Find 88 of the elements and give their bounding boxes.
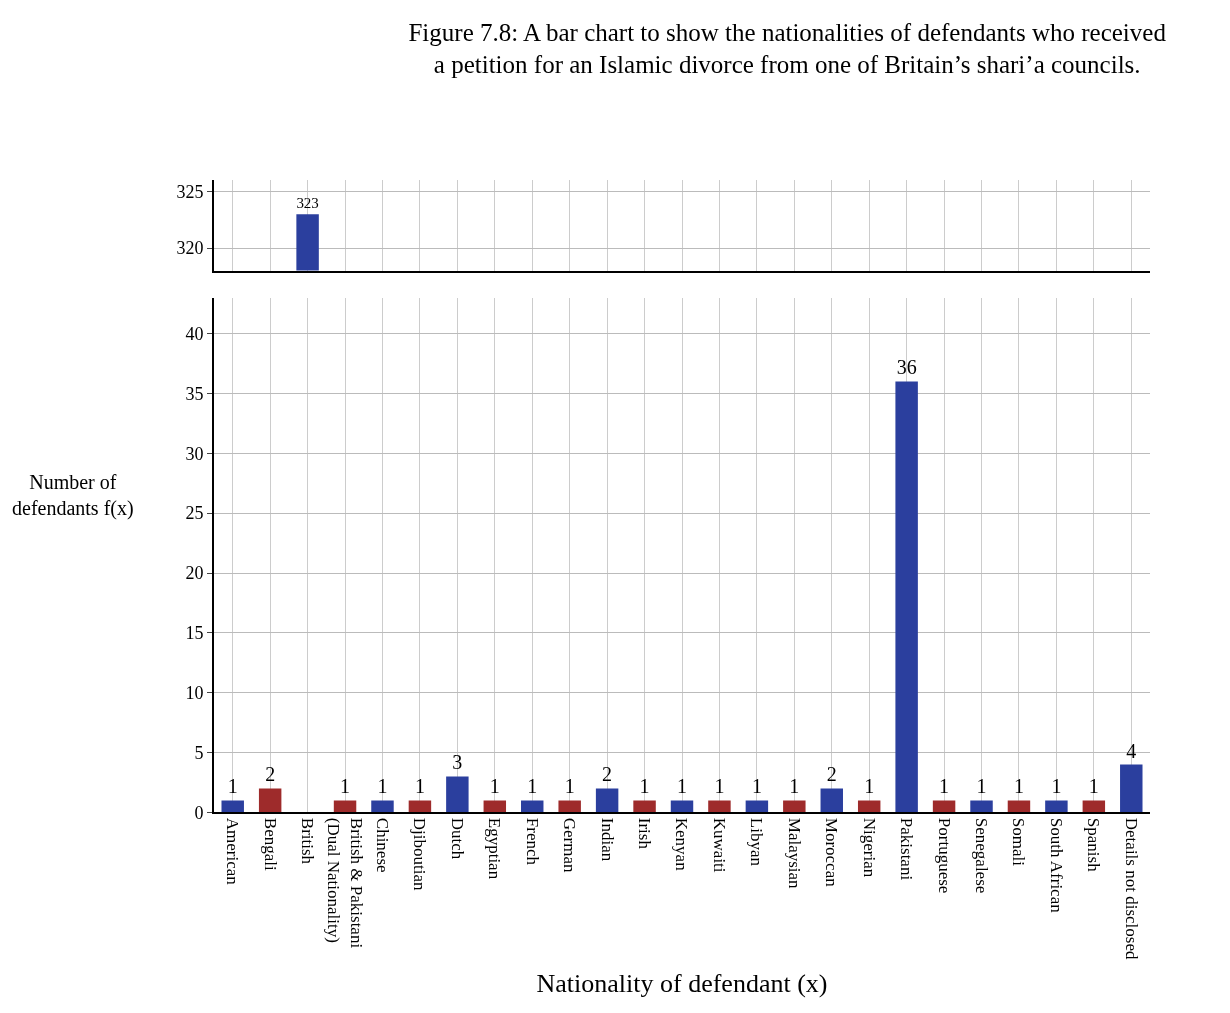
data-label: 2 <box>265 763 276 786</box>
x-tick-label: British & Pakistani (Dual Nationality) <box>324 817 366 949</box>
bar <box>670 800 694 813</box>
data-label: 1 <box>377 775 388 798</box>
bar <box>970 800 993 813</box>
x-tick-label: American <box>223 817 243 886</box>
y-tick-label: 25 <box>185 503 204 524</box>
x-tick-label: Dutch <box>447 817 467 860</box>
data-label: 1 <box>1051 775 1062 798</box>
x-tick-label: French <box>522 817 542 866</box>
data-label: 323 <box>296 195 319 212</box>
data-label: 1 <box>677 775 687 798</box>
bar <box>258 788 282 813</box>
bar <box>783 800 806 813</box>
data-label: 1 <box>340 775 351 798</box>
data-label: 36 <box>896 356 917 379</box>
data-label: 1 <box>976 775 987 798</box>
chart-title: Figure 7.8: A bar chart to show the nationalities of defendants who received a petition for an Islamic divorce from one of Britain’s shari’a councils. <box>408 18 1167 79</box>
data-label: 1 <box>751 775 762 798</box>
x-tick-label: Kenyan <box>672 817 692 872</box>
bar <box>820 788 843 813</box>
data-label: 1 <box>639 775 650 798</box>
bar <box>333 800 357 813</box>
y-tick-label: 30 <box>185 443 204 464</box>
y-tick-label: 20 <box>185 563 204 584</box>
x-tick-label: Kuwaiti <box>709 817 729 873</box>
bar <box>932 800 956 813</box>
bar <box>1082 800 1106 813</box>
x-tick-label: Details not disclosed <box>1121 817 1141 960</box>
bar <box>633 800 656 813</box>
data-label: 1 <box>489 775 500 798</box>
x-tick-label: Nigerian <box>859 817 879 878</box>
bar <box>1045 800 1068 813</box>
bar <box>483 800 507 813</box>
data-label: 1 <box>789 775 800 798</box>
x-tick-label: Somali <box>1009 817 1029 867</box>
bar <box>1120 764 1143 813</box>
y-tick-label: 320 <box>176 238 204 259</box>
bar <box>857 800 881 813</box>
data-label: 1 <box>227 775 238 798</box>
bar <box>745 800 769 813</box>
bar <box>408 800 432 813</box>
x-tick-label: Chinese <box>372 817 392 873</box>
bar <box>558 800 581 813</box>
data-label: 1 <box>1088 775 1099 798</box>
x-tick-label: German <box>560 817 580 874</box>
data-label: 1 <box>414 775 425 798</box>
bar <box>221 800 244 813</box>
bar <box>595 788 619 813</box>
x-tick-label: Pakistani <box>897 817 917 881</box>
bar <box>708 800 731 813</box>
y-tick-label: 10 <box>185 683 204 703</box>
x-axis-title: Nationality of defendant (x) <box>536 969 828 999</box>
x-tick-label: Senegalese <box>971 817 991 894</box>
x-tick-label: Irish <box>635 817 655 850</box>
x-tick-label: Bengali <box>260 817 280 871</box>
y-tick-label: 40 <box>185 323 204 344</box>
x-tick-label: Egyptian <box>485 817 505 880</box>
bar <box>1007 800 1031 813</box>
bar <box>446 776 469 813</box>
data-label: 1 <box>527 775 538 798</box>
data-label: 4 <box>1126 739 1137 762</box>
x-tick-label: Portuguese <box>934 817 954 894</box>
y-tick-label: 5 <box>194 742 204 763</box>
x-tick-label: Libyan <box>747 817 767 867</box>
x-tick-label: Spanish <box>1084 817 1104 873</box>
data-label: 1 <box>939 775 950 798</box>
bar <box>371 800 394 813</box>
bar <box>521 800 544 813</box>
data-label: 1 <box>1013 775 1024 798</box>
y-tick-label: 0 <box>194 802 204 823</box>
y-tick-label: 325 <box>176 181 204 202</box>
x-tick-label: British <box>298 817 318 865</box>
x-tick-label: Malaysian <box>784 817 804 890</box>
bar <box>895 381 918 813</box>
data-label: 2 <box>826 763 837 786</box>
data-label: 2 <box>602 763 613 786</box>
x-tick-label: Indian <box>597 817 617 862</box>
data-label: 1 <box>864 775 875 798</box>
x-tick-label: Djiboutian <box>410 817 430 892</box>
y-axis-title: Number of defendants f(x) <box>12 471 134 520</box>
x-tick-label: South African <box>1046 817 1066 914</box>
x-tick-label: Moroccan <box>822 817 842 888</box>
y-tick-label: 15 <box>185 623 204 644</box>
y-tick-label: 35 <box>185 383 204 404</box>
data-label: 1 <box>714 775 725 798</box>
data-label: 1 <box>564 775 575 798</box>
data-label: 3 <box>452 751 463 774</box>
